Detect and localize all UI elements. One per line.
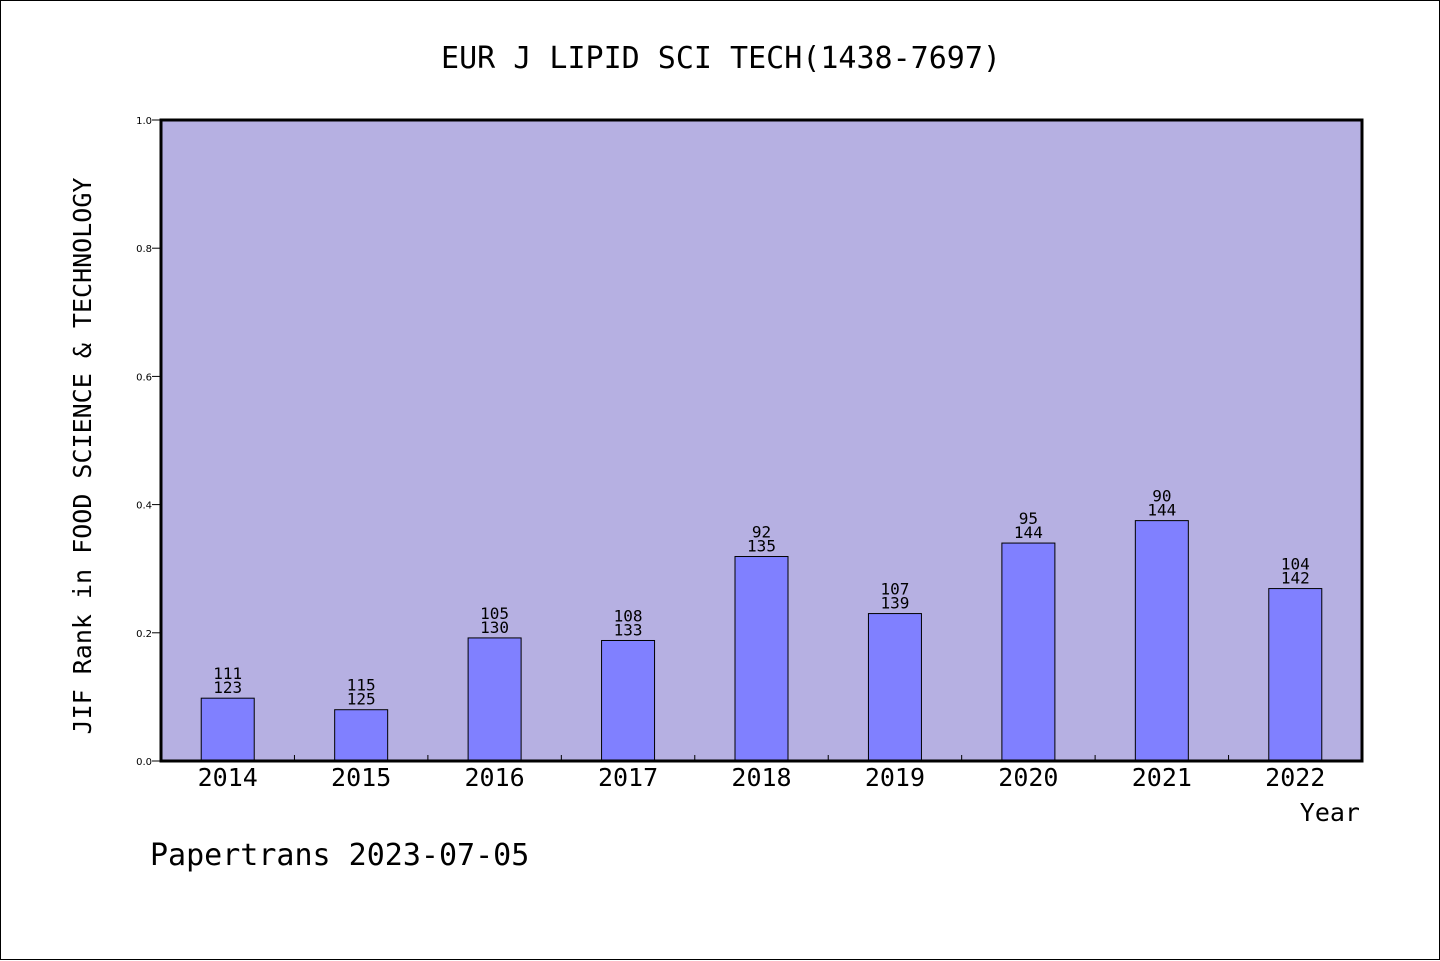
data-label-rank-2016: 105 bbox=[480, 604, 509, 623]
data-label-total-2018: 135 bbox=[747, 537, 776, 556]
data-label-rank-2017: 108 bbox=[614, 606, 643, 625]
bar-2016 bbox=[467, 637, 522, 762]
x-tick-label-2020: 2020 bbox=[998, 763, 1058, 792]
footer-credit: Papertrans 2023-07-05 bbox=[150, 838, 529, 873]
bar-2018 bbox=[734, 556, 789, 762]
data-label-rank-2014: 111 bbox=[213, 664, 242, 683]
x-tick-label-2016: 2016 bbox=[465, 763, 525, 792]
data-label-rank-2015: 115 bbox=[347, 676, 376, 695]
y-tick-label: 1.0 bbox=[136, 116, 152, 127]
plot-border bbox=[159, 118, 1364, 763]
x-tick-label-2017: 2017 bbox=[598, 763, 658, 792]
data-label-rank-2021: 90 bbox=[1152, 487, 1171, 506]
x-axis: 2014 2015 2016 2017 2018 2019 2020 2021 2022 bbox=[198, 755, 1325, 792]
y-tick-label: 0.4 bbox=[136, 501, 152, 512]
x-tick-label-2018: 2018 bbox=[731, 763, 791, 792]
x-tick-label-2022: 2022 bbox=[1265, 763, 1325, 792]
bars-layer bbox=[200, 520, 1323, 762]
data-label-total-2014: 123 bbox=[213, 678, 242, 697]
data-label-rank-2019: 107 bbox=[880, 580, 909, 599]
y-axis-label: JIF Rank in FOOD SCIENCE & TECHNOLOGY bbox=[68, 178, 97, 735]
data-label-rank-2020: 95 bbox=[1019, 509, 1038, 528]
data-label-total-2022: 142 bbox=[1281, 569, 1310, 588]
bar-2022 bbox=[1268, 588, 1323, 762]
y-tick-label: 0.8 bbox=[136, 244, 152, 255]
data-label-rank-2022: 104 bbox=[1281, 555, 1310, 574]
bar-2017 bbox=[601, 639, 656, 762]
x-axis-label: Year bbox=[1300, 798, 1360, 827]
data-label-total-2019: 139 bbox=[880, 594, 909, 613]
y-tick-label: 0.6 bbox=[136, 372, 152, 383]
chart-title: EUR J LIPID SCI TECH(1438-7697) bbox=[441, 41, 1001, 76]
x-tick-label-2014: 2014 bbox=[198, 763, 258, 792]
x-tick-label-2019: 2019 bbox=[865, 763, 925, 792]
y-tick-label: 0.2 bbox=[136, 629, 152, 640]
data-label-rank-2018: 92 bbox=[752, 523, 771, 542]
y-axis: 0.0 0.2 0.4 0.6 0.8 1.0 bbox=[136, 116, 161, 768]
bar-2021 bbox=[1134, 520, 1189, 762]
x-tick-label-2015: 2015 bbox=[331, 763, 391, 792]
x-tick-label-2021: 2021 bbox=[1132, 763, 1192, 792]
data-label-total-2020: 144 bbox=[1014, 523, 1043, 542]
data-label-total-2017: 133 bbox=[614, 620, 643, 639]
data-label-total-2021: 144 bbox=[1147, 501, 1176, 520]
bar-2014 bbox=[200, 697, 255, 762]
bar-2019 bbox=[867, 613, 922, 762]
bar-2020 bbox=[1001, 542, 1056, 762]
y-tick-label: 0.0 bbox=[136, 757, 152, 768]
data-label-total-2016: 130 bbox=[480, 618, 509, 637]
data-label-total-2015: 125 bbox=[347, 690, 376, 709]
bar-2015 bbox=[334, 709, 389, 762]
